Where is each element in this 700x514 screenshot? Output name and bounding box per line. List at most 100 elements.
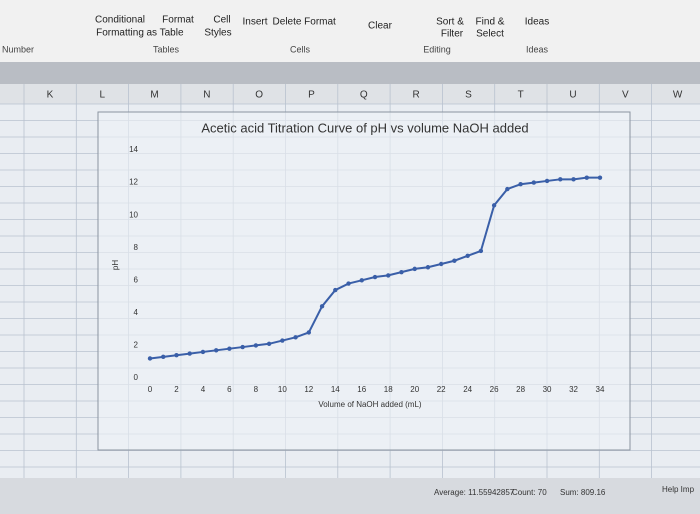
x-tick-label: 30 [543,385,552,394]
x-tick-label: 14 [331,385,340,394]
point [240,344,245,350]
column-header: V [622,90,629,101]
y-tick-label: 0 [134,373,139,382]
status-help[interactable]: Help Imp [662,485,695,494]
x-tick-label: 16 [357,385,366,394]
ribbon [0,0,700,62]
ribbon-button[interactable]: Styles [204,28,231,39]
point [161,354,166,360]
x-tick-label: 22 [437,385,446,394]
point [465,253,470,259]
x-tick-label: 6 [227,385,232,394]
x-tick-label: 26 [490,385,499,394]
y-tick-label: 8 [134,243,139,252]
point [544,178,550,184]
point [253,343,259,348]
point [491,203,497,208]
point [531,180,537,185]
point [597,175,603,180]
point [438,261,444,267]
column-header: M [150,90,158,101]
point [174,353,179,358]
column-header: N [203,90,210,101]
point [319,304,325,309]
point [505,186,510,192]
ribbon-button[interactable]: Select [476,29,504,40]
x-tick-label: 18 [384,385,393,394]
column-header: K [47,90,54,101]
point [227,346,232,351]
ribbon-button[interactable]: Conditional [95,15,145,26]
x-tick-label: 0 [148,385,153,394]
ribbon-button[interactable]: Format [162,15,194,26]
column-header: R [412,90,419,101]
x-tick-label: 8 [254,385,259,394]
ribbon-group: Ideas [526,44,549,54]
status-count: Count: 70 [512,488,547,497]
status-sum: Sum: 809.16 [560,488,606,497]
y-tick-label: 12 [129,178,138,187]
x-tick-label: 4 [201,385,206,394]
ribbon-button[interactable]: Delete [273,17,302,28]
chart-area [97,111,631,451]
column-header: O [255,90,263,101]
y-tick-label: 6 [134,275,139,284]
point [518,182,523,187]
x-tick-label: 28 [516,385,525,394]
x-axis-label: Volume of NaOH added (mL) [318,400,421,409]
point [412,266,417,272]
status-bar [0,478,700,514]
point [187,351,192,356]
ribbon-button[interactable]: Insert [242,17,267,28]
chart-title: Acetic acid Titration Curve of pH vs vol… [201,120,528,135]
ribbon-group: Tables [153,44,180,54]
status-average: Average: 11.55942857 [434,488,515,497]
ribbon-group: Editing [423,44,451,54]
column-header: L [100,90,106,101]
point [200,349,206,355]
ribbon-button[interactable]: Filter [441,29,464,40]
x-tick-label: 12 [304,385,313,394]
ribbon-button[interactable]: Format [304,17,336,28]
column-header: U [569,90,576,101]
point [346,281,351,286]
ribbon-button[interactable]: Formatting [96,28,144,39]
point [399,269,404,275]
point [359,278,364,283]
formula-area [0,62,700,84]
y-tick-label: 4 [134,308,139,317]
ribbon-button[interactable]: Clear [368,21,393,32]
ribbon-button[interactable]: Find & [476,17,505,28]
column-header: P [308,90,315,101]
point [213,348,219,353]
point [386,273,391,278]
point [425,265,431,270]
column-header: T [518,90,524,101]
point [584,175,589,180]
point [452,258,457,263]
point [293,335,298,340]
x-tick-label: 24 [463,385,472,394]
x-tick-label: 32 [569,385,578,394]
x-tick-label: 20 [410,385,419,394]
y-tick-label: 10 [129,210,138,219]
ribbon-button[interactable]: Ideas [525,17,549,28]
point [571,177,576,182]
x-tick-label: 10 [278,385,287,394]
ribbon-group: Cells [290,44,311,54]
x-tick-label: 34 [596,385,605,394]
point [372,274,378,280]
ribbon-button[interactable]: as Table [146,28,184,39]
ribbon-button[interactable]: Sort & [436,17,464,28]
point [558,177,563,182]
column-header: S [465,90,472,101]
point [266,341,272,346]
y-axis-label: pH [111,260,120,270]
y-tick-label: 14 [129,145,138,154]
x-tick-label: 2 [174,385,179,394]
ribbon-button[interactable]: Cell [213,15,230,26]
column-header-row [0,84,700,104]
y-tick-label: 2 [134,341,139,350]
